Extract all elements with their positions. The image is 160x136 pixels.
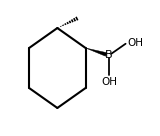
Text: OH: OH (101, 77, 117, 87)
Text: OH: OH (127, 38, 143, 48)
Text: B: B (105, 50, 113, 60)
Polygon shape (86, 48, 107, 56)
